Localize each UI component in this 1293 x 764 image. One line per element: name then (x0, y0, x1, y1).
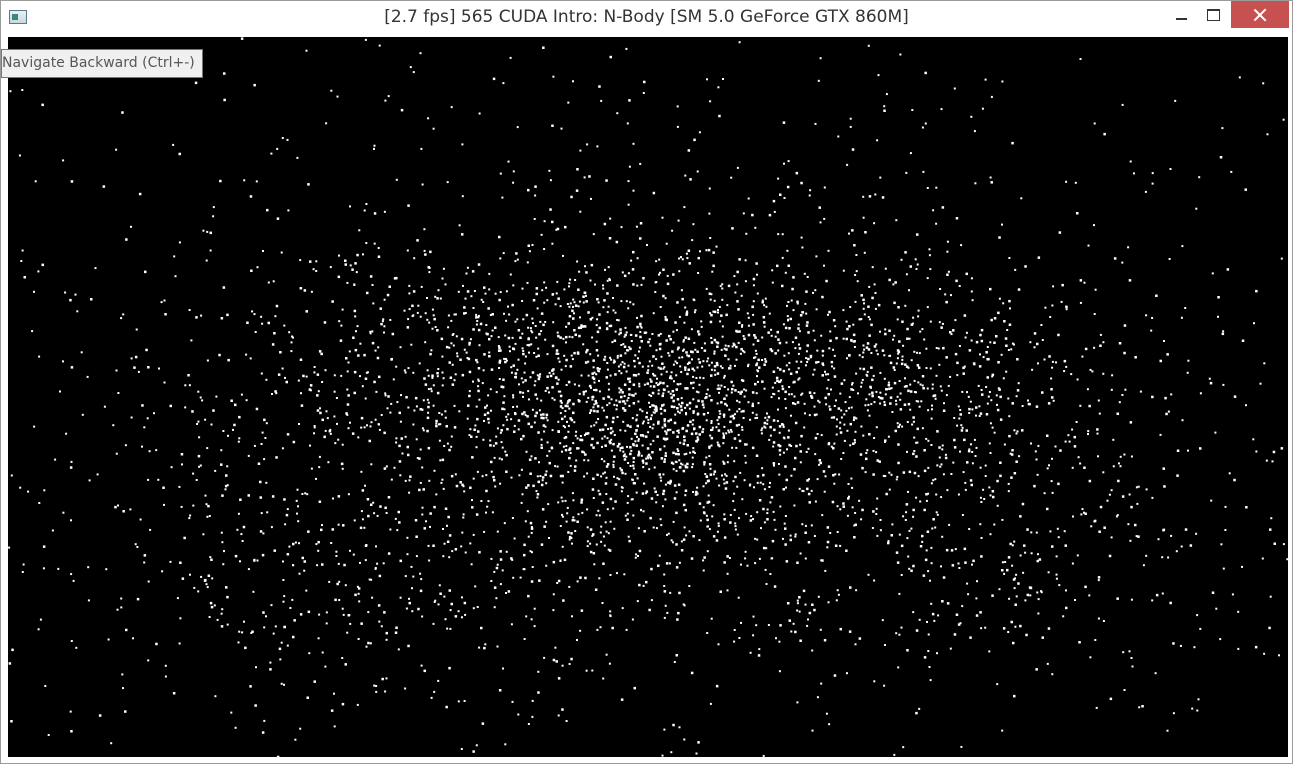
window-title: [2.7 fps] 565 CUDA Intro: N-Body [SM 5.0… (384, 7, 909, 27)
application-icon[interactable] (9, 10, 27, 24)
navigate-backward-tooltip: Navigate Backward (Ctrl+-) (1, 49, 203, 78)
maximize-button[interactable] (1199, 1, 1227, 28)
minimize-icon (1175, 17, 1187, 20)
minimize-button[interactable] (1167, 1, 1195, 28)
particle-field (8, 37, 1288, 757)
nbody-render-viewport[interactable] (8, 37, 1288, 757)
maximize-icon (1206, 8, 1220, 21)
close-button[interactable] (1231, 1, 1289, 28)
close-icon (1253, 8, 1267, 22)
title-bar[interactable]: [2.7 fps] 565 CUDA Intro: N-Body [SM 5.0… (1, 1, 1292, 35)
